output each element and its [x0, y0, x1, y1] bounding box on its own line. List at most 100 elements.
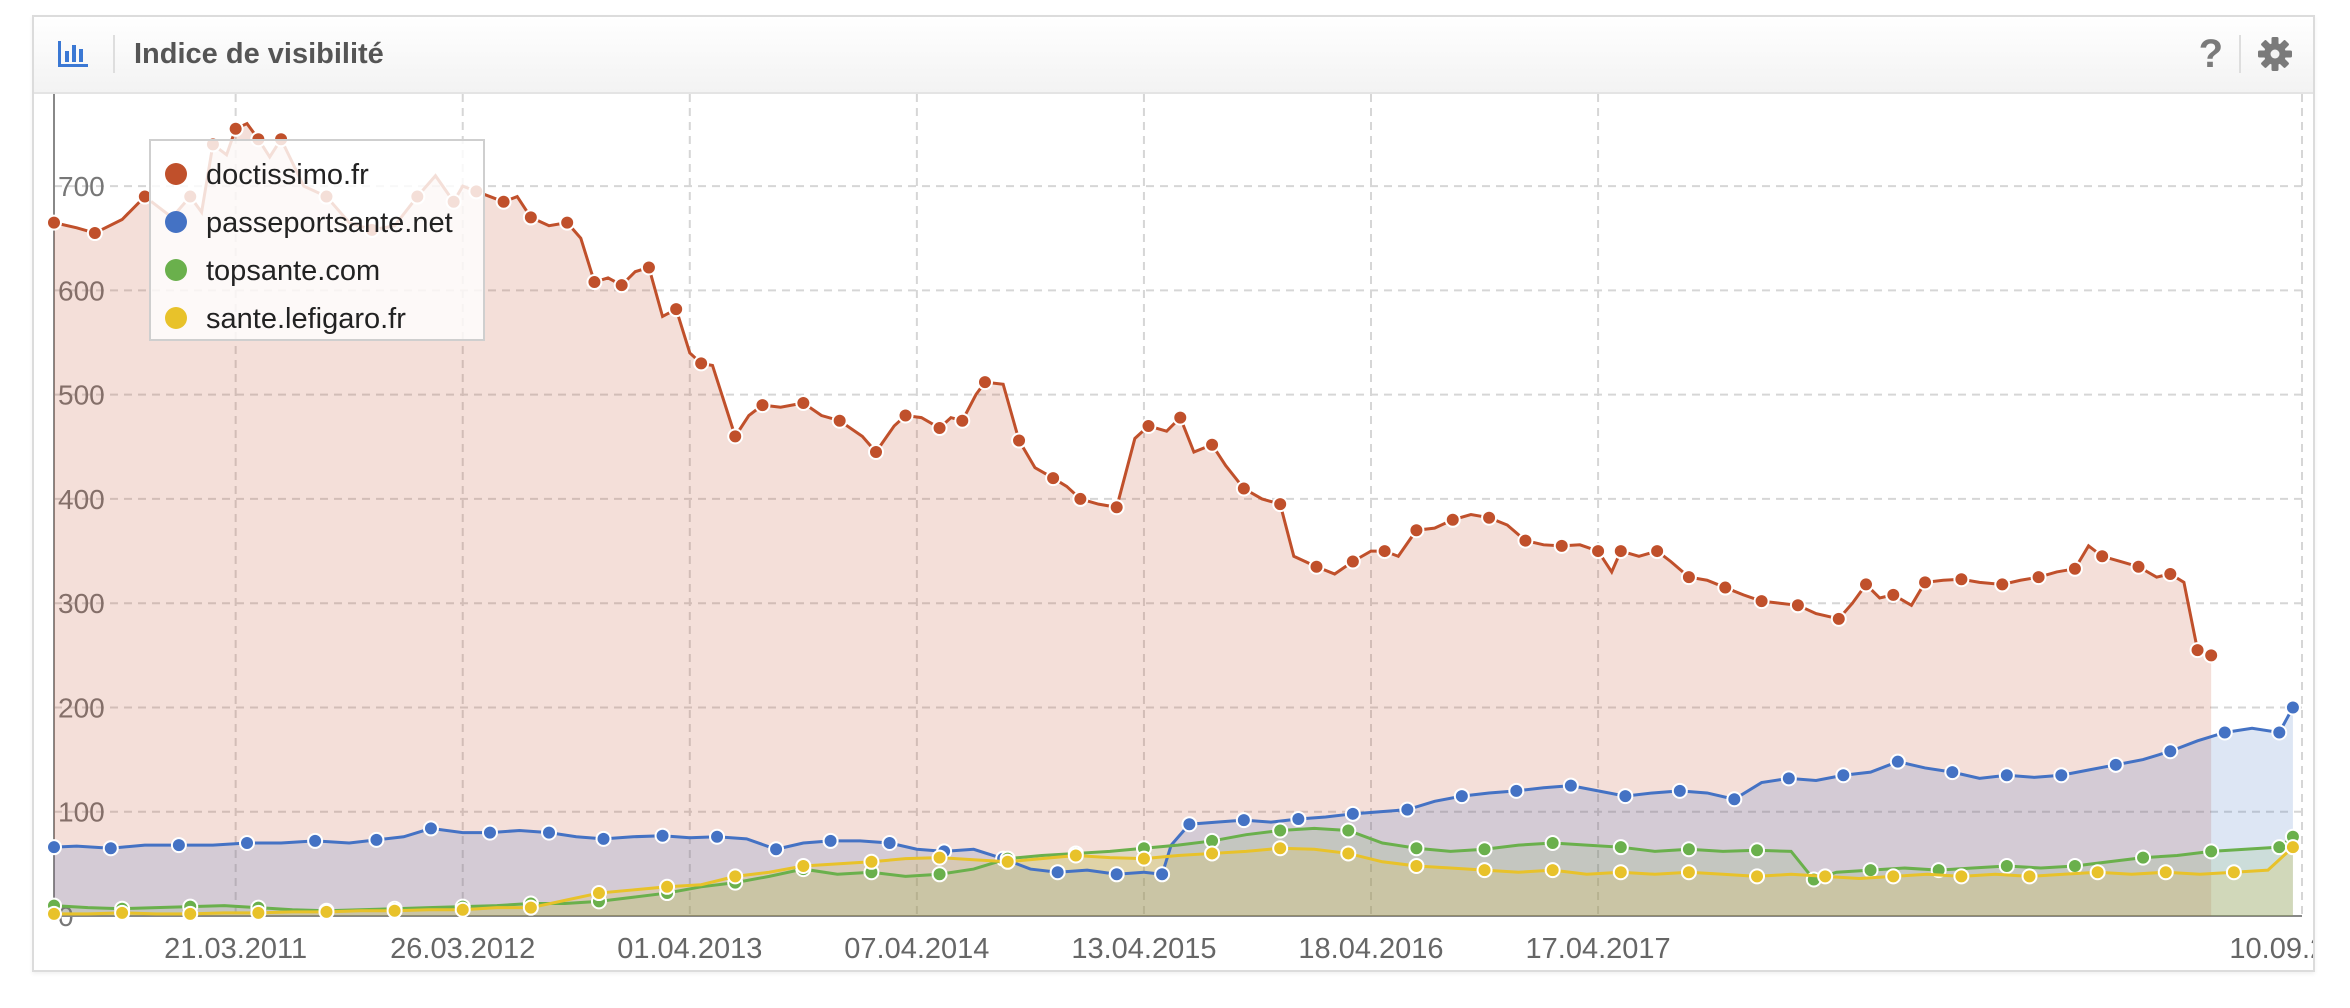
data-point	[1517, 532, 1534, 549]
data-point	[307, 832, 324, 849]
data-point	[1290, 811, 1307, 828]
data-point	[1671, 782, 1688, 799]
visibility-index-widget: Indice de visibilité ? 01002003004005006…	[32, 15, 2315, 972]
data-point	[931, 420, 948, 437]
data-point	[2089, 864, 2106, 881]
data-point	[1612, 839, 1629, 856]
data-point	[1817, 868, 1834, 885]
data-point	[590, 885, 607, 902]
data-point	[1235, 812, 1252, 829]
data-point	[522, 899, 539, 916]
x-tick-label: 21.03.2011	[164, 933, 307, 965]
data-point	[1154, 866, 1171, 883]
data-point	[1553, 537, 1570, 554]
data-point	[1067, 847, 1084, 864]
data-point	[1830, 610, 1847, 627]
data-point	[386, 902, 403, 919]
data-point	[1944, 764, 1961, 781]
data-point	[1680, 864, 1697, 881]
data-point	[1562, 777, 1579, 794]
data-point	[250, 904, 267, 921]
data-point	[1998, 857, 2015, 874]
x-tick-label: 10.09.2018	[2229, 933, 2313, 965]
data-point	[1544, 835, 1561, 852]
data-point	[659, 878, 676, 895]
x-tick-label: 01.04.2013	[617, 933, 762, 965]
data-point	[1344, 553, 1361, 570]
data-point	[1780, 770, 1797, 787]
data-point	[2216, 724, 2233, 741]
data-point	[831, 412, 848, 429]
legend-marker	[165, 259, 187, 281]
data-point	[2162, 566, 2179, 583]
data-point	[1049, 864, 1066, 881]
data-point	[1272, 496, 1289, 513]
series-line-1	[53, 706, 2295, 876]
data-point	[114, 904, 131, 921]
x-tick-label: 07.04.2014	[844, 933, 989, 965]
data-point	[454, 901, 471, 918]
y-tick-label: 400	[58, 484, 105, 515]
data-point	[2271, 839, 2288, 856]
data-point	[2066, 560, 2083, 577]
data-point	[1953, 868, 1970, 885]
data-point	[2135, 849, 2152, 866]
data-point	[1376, 543, 1393, 560]
data-point	[693, 355, 710, 372]
widget-title: Indice de visibilité	[134, 38, 384, 70]
data-point	[46, 905, 62, 922]
data-point	[931, 849, 948, 866]
data-point	[1544, 862, 1561, 879]
data-point	[2203, 843, 2220, 860]
data-point	[227, 120, 244, 137]
y-tick-label: 100	[58, 797, 105, 828]
data-point	[1444, 511, 1461, 528]
gear-icon[interactable]	[2257, 36, 2293, 72]
data-point	[1476, 841, 1493, 858]
data-point	[976, 374, 993, 391]
data-point	[481, 824, 498, 841]
series-line-3	[54, 846, 2294, 916]
data-point	[2053, 767, 2070, 784]
legend-label: doctissimo.fr	[206, 159, 369, 191]
data-point	[102, 840, 119, 857]
data-point	[2066, 857, 2083, 874]
data-point	[931, 866, 948, 883]
data-point	[1308, 558, 1325, 575]
data-point	[2189, 642, 2206, 659]
data-point	[1862, 862, 1879, 879]
data-point	[1272, 840, 1289, 857]
data-point	[1998, 767, 2015, 784]
data-point	[1476, 862, 1493, 879]
data-point	[1885, 586, 1902, 603]
data-point	[754, 397, 771, 414]
data-point	[559, 214, 576, 231]
data-point	[2157, 864, 2174, 881]
data-point	[1344, 805, 1361, 822]
data-point	[1726, 791, 1743, 808]
data-point	[2271, 724, 2288, 741]
question-mark-icon[interactable]: ?	[2198, 32, 2223, 76]
data-point	[1172, 409, 1189, 426]
data-point	[239, 835, 256, 852]
data-point	[1408, 857, 1425, 874]
data-point	[1408, 840, 1425, 857]
data-point	[1340, 822, 1357, 839]
data-point	[422, 820, 439, 837]
bar-chart-icon[interactable]	[56, 39, 90, 69]
data-point	[822, 832, 839, 849]
data-point	[668, 301, 685, 318]
data-point	[1108, 866, 1125, 883]
data-point	[1204, 436, 1221, 453]
data-point	[1994, 576, 2011, 593]
data-point	[897, 407, 914, 424]
data-point	[495, 193, 512, 210]
data-point	[1953, 571, 1970, 588]
data-point	[1135, 850, 1152, 867]
data-point	[522, 209, 539, 226]
data-point	[640, 259, 657, 276]
data-point	[1399, 801, 1416, 818]
data-point	[170, 837, 187, 854]
legend-box	[149, 139, 485, 341]
data-point	[1072, 490, 1089, 507]
